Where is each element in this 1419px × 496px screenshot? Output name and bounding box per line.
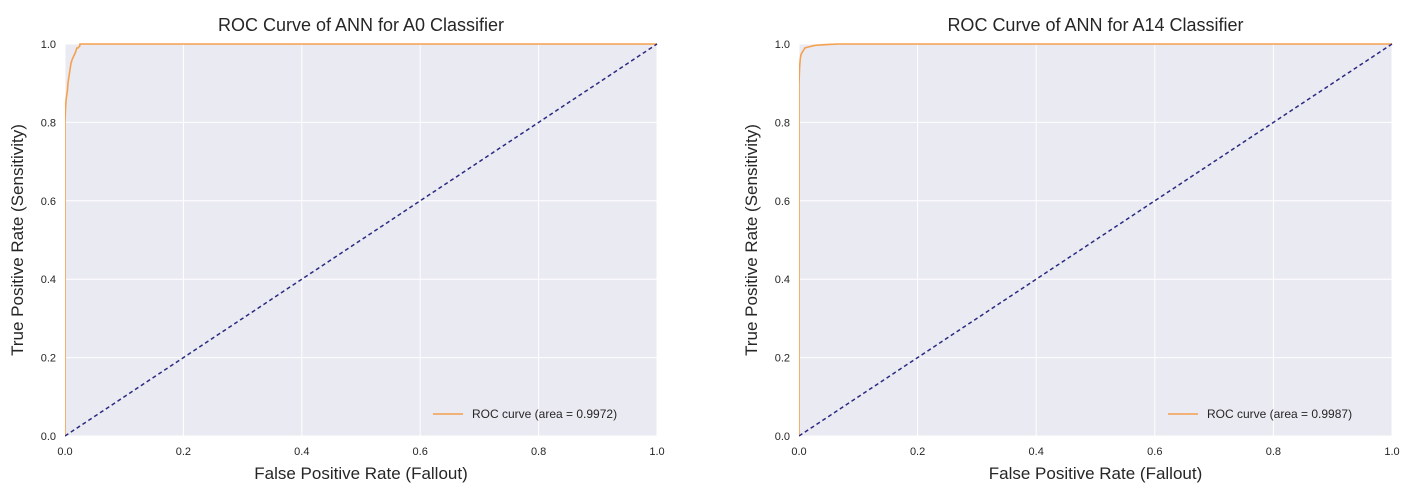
x-tick-label: 0.4 — [294, 446, 309, 458]
y-tick-label: 1.0 — [41, 39, 56, 51]
x-tick-label: 0.8 — [531, 446, 546, 458]
legend-label: ROC curve (area = 0.9972) — [472, 407, 617, 421]
y-tick-label: 0.6 — [775, 196, 790, 208]
x-axis-label: False Positive Rate (Fallout) — [254, 464, 468, 483]
plot-area — [799, 44, 1392, 436]
x-tick-label: 0.6 — [413, 446, 428, 458]
x-tick-label: 0.4 — [1029, 446, 1044, 458]
chance-diagonal-line — [65, 43, 658, 437]
y-tick-label: 0.0 — [775, 431, 790, 443]
chart-title: ROC Curve of ANN for A14 Classifier — [947, 15, 1243, 35]
x-tick-label: 0.2 — [176, 446, 191, 458]
y-axis-label: True Positive Rate (Sensitivity) — [742, 124, 761, 356]
y-tick-label: 0.2 — [41, 353, 56, 365]
chart-panel-0: 0.0 0.2 0.4 0.6 0.8 1.0 0.0 0.2 0.4 0.6 0.8 1.0 ROC … — [8, 15, 665, 483]
roc-curve-line — [799, 43, 1392, 436]
x-tick-label: 0.0 — [57, 446, 72, 458]
y-tick-label: 0.6 — [41, 196, 56, 208]
x-tick-label: 0.8 — [1266, 446, 1281, 458]
x-tick-label: 0.0 — [791, 446, 806, 458]
y-axis-label: True Positive Rate (Sensitivity) — [8, 124, 27, 356]
y-tick-label: 0.4 — [775, 274, 790, 286]
x-tick-label: 1.0 — [1384, 446, 1399, 458]
roc-curve-line — [65, 43, 657, 436]
y-tick-label: 1.0 — [775, 39, 790, 51]
y-tick-label: 0.4 — [41, 274, 56, 286]
chart-title: ROC Curve of ANN for A0 Classifier — [218, 15, 504, 35]
chart-panel-1: 0.0 0.2 0.4 0.6 0.8 1.0 0.0 0.2 0.4 0.6 0.8 1.0 ROC … — [742, 15, 1400, 483]
x-tick-label: 1.0 — [649, 446, 664, 458]
y-tick-label: 0.2 — [775, 353, 790, 365]
x-tick-label: 0.6 — [1147, 446, 1162, 458]
y-tick-label: 0.8 — [41, 117, 56, 129]
legend-label: ROC curve (area = 0.9987) — [1207, 407, 1352, 421]
y-tick-label: 0.8 — [775, 117, 790, 129]
x-axis-label: False Positive Rate (Fallout) — [989, 464, 1203, 483]
x-tick-label: 0.2 — [910, 446, 925, 458]
y-tick-label: 0.0 — [41, 431, 56, 443]
